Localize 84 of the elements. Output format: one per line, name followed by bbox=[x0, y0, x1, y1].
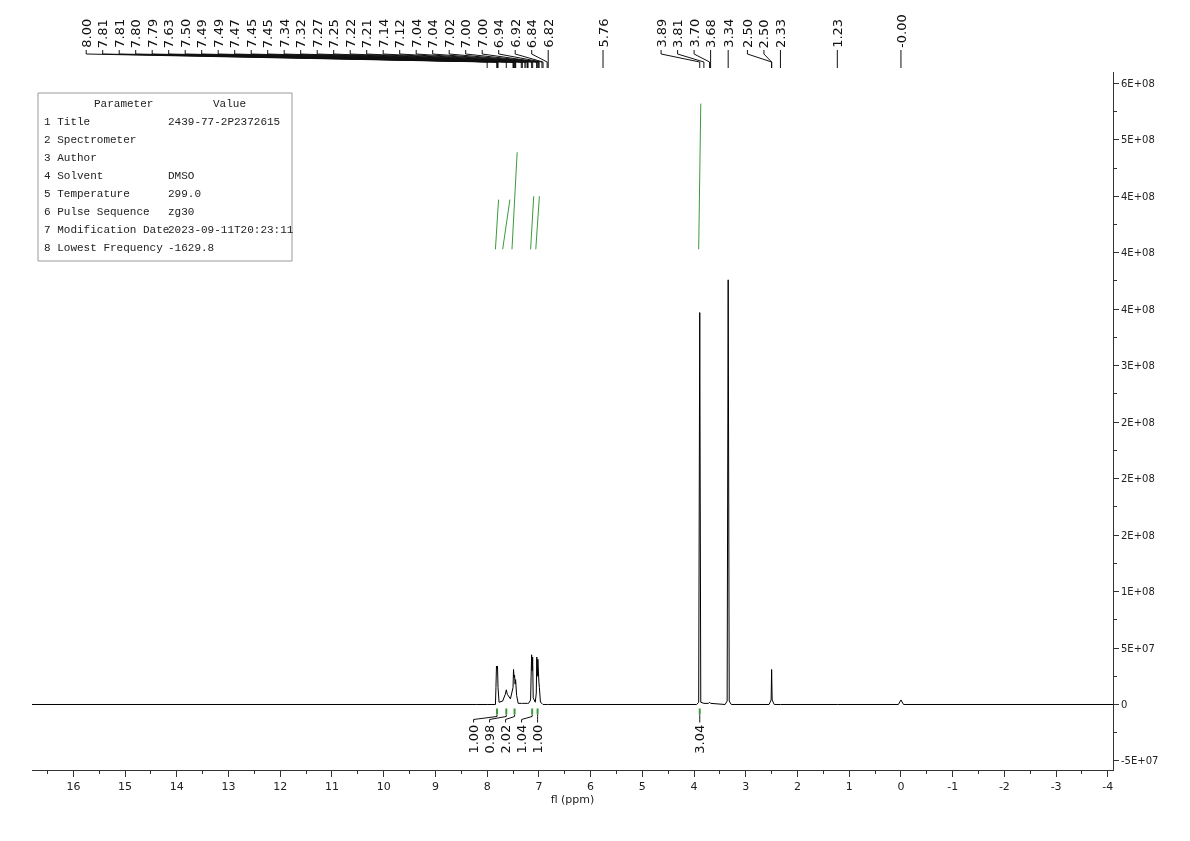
x-tick-label: 14 bbox=[169, 780, 184, 794]
x-tick-label: -2 bbox=[998, 780, 1010, 794]
annotation: 7.12 bbox=[392, 19, 408, 49]
x-tick-label: 7 bbox=[535, 780, 543, 794]
x-tick-label: -3 bbox=[1050, 780, 1062, 794]
y-tick-label: 2E+08 bbox=[1121, 416, 1155, 428]
annotation: 7.81 bbox=[95, 19, 111, 49]
x-tick-label: 4 bbox=[690, 780, 698, 794]
y-tick-label: 4E+08 bbox=[1121, 247, 1155, 259]
annotation: 7.49 bbox=[194, 19, 210, 49]
annotation: 2.50 bbox=[739, 18, 755, 48]
annotation: 7.45 bbox=[243, 18, 259, 48]
annotation: 7.04 bbox=[408, 18, 424, 48]
y-tick-label: 0 bbox=[1121, 698, 1128, 710]
annotation: 7.25 bbox=[326, 19, 342, 49]
annotation: 6.92 bbox=[507, 18, 523, 48]
y-tick-label: 4E+08 bbox=[1121, 190, 1155, 202]
x-tick-label: 6 bbox=[587, 780, 595, 794]
x-tick-label: 3 bbox=[742, 780, 750, 794]
line-series bbox=[32, 279, 1113, 705]
annotation: 7.04 bbox=[425, 19, 441, 49]
annotation: 7.27 bbox=[309, 18, 325, 48]
annotation: 1.00 bbox=[529, 724, 545, 754]
annotation: 7.80 bbox=[128, 19, 144, 49]
x-tick-label: 16 bbox=[66, 780, 81, 794]
y-tick-label: 3E+08 bbox=[1121, 360, 1155, 372]
y-tick-label: 1E+08 bbox=[1121, 586, 1155, 598]
annotation: 3.34 bbox=[720, 18, 736, 48]
annotation: 3.81 bbox=[670, 19, 686, 49]
x-tick-label: 0 bbox=[897, 780, 905, 794]
annotation: 7.21 bbox=[359, 19, 375, 49]
text: Value 2439-77-2P2372615 DMSO 299.0 zg30 2023-09-11T20:23:11 -1629.8 bbox=[168, 98, 294, 254]
x-tick-label: 5 bbox=[638, 780, 646, 794]
x-axis-title: fl (ppm) bbox=[550, 793, 595, 807]
annotation: 7.14 bbox=[375, 18, 391, 48]
annotation: 1.23 bbox=[829, 18, 845, 48]
y-tick-label: 2E+08 bbox=[1121, 529, 1155, 541]
annotation: 7.00 bbox=[474, 18, 490, 48]
x-tick-label: 10 bbox=[376, 780, 391, 794]
x-tick-label: 1 bbox=[845, 780, 853, 794]
annotation: 6.94 bbox=[491, 19, 507, 49]
annotation: 6.84 bbox=[524, 19, 540, 49]
annotation: 7.32 bbox=[293, 19, 309, 49]
annotation: -0.00 bbox=[893, 14, 909, 48]
x-tick-label: 2 bbox=[793, 780, 801, 794]
y-tick-label: 4E+08 bbox=[1121, 303, 1155, 315]
text: Parameter 1 Title 2 Spectrometer 3 Author 4 Solvent 5 Temperature 6 Pulse Sequence 7 Modification Date 8 Lowest Frequency bbox=[44, 98, 170, 254]
annotation: 7.02 bbox=[441, 18, 457, 48]
y-tick-label: 5E+08 bbox=[1121, 134, 1155, 146]
x-tick-label: 15 bbox=[118, 780, 133, 794]
x-tick-label: 8 bbox=[483, 780, 491, 794]
annotation: 7.22 bbox=[342, 18, 358, 48]
x-tick-label: 12 bbox=[273, 780, 288, 794]
x-tick-label: 11 bbox=[324, 780, 339, 794]
annotation: 7.45 bbox=[260, 19, 276, 49]
annotation: 7.34 bbox=[276, 18, 292, 48]
annotation: 2.50 bbox=[756, 19, 772, 49]
annotation: 7.50 bbox=[177, 18, 193, 48]
annotation: 7.00 bbox=[458, 19, 474, 49]
annotation: 7.79 bbox=[144, 18, 160, 48]
annotation: 3.68 bbox=[703, 19, 719, 49]
y-tick-label: 2E+08 bbox=[1121, 473, 1155, 485]
x-tick-label: 13 bbox=[221, 780, 236, 794]
annotation: 3.89 bbox=[653, 18, 669, 48]
x-tick-label: -4 bbox=[1102, 780, 1114, 794]
x-tick-label: -1 bbox=[947, 780, 959, 794]
annotation: 2.33 bbox=[772, 18, 788, 48]
y-tick-label: -5E+07 bbox=[1121, 755, 1159, 767]
annotation: 7.81 bbox=[111, 18, 127, 48]
annotation: 3.70 bbox=[686, 18, 702, 48]
annotation: 7.47 bbox=[227, 19, 243, 49]
annotation: 1.04 bbox=[513, 724, 529, 754]
annotation: 0.98 bbox=[481, 724, 497, 754]
x-tick-label: 9 bbox=[431, 780, 439, 794]
annotation: 3.04 bbox=[691, 724, 707, 754]
y-tick-label: 6E+08 bbox=[1121, 77, 1155, 89]
y-tick-label: 5E+07 bbox=[1121, 642, 1155, 654]
annotation: 2.02 bbox=[497, 724, 513, 754]
annotation: 8.00 bbox=[78, 18, 94, 48]
annotation: 5.76 bbox=[595, 18, 611, 48]
annotation: 1.00 bbox=[465, 724, 481, 754]
annotation: 7.63 bbox=[161, 19, 177, 49]
annotation: 6.82 bbox=[540, 18, 556, 48]
annotation: 7.49 bbox=[210, 18, 226, 48]
